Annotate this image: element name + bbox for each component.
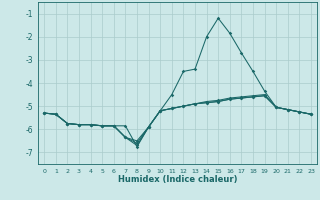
X-axis label: Humidex (Indice chaleur): Humidex (Indice chaleur) bbox=[118, 175, 237, 184]
